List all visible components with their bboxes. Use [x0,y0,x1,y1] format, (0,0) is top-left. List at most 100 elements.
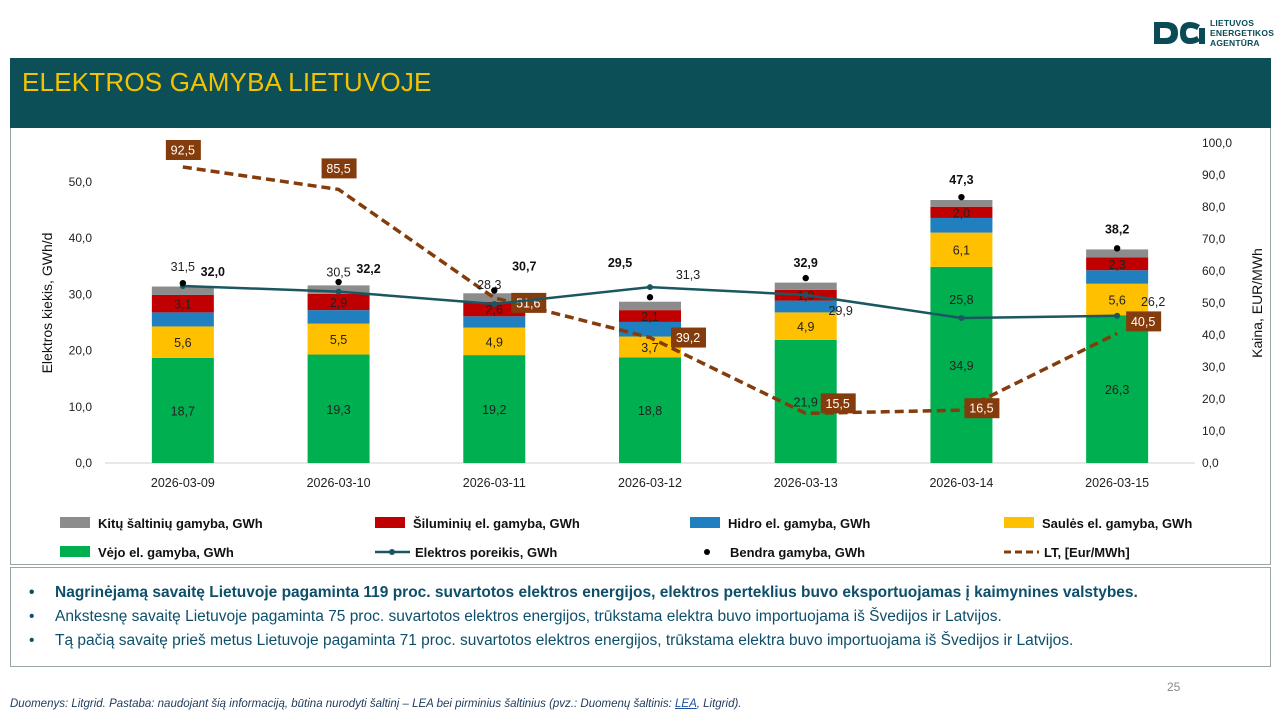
total-point [1113,245,1121,252]
bar-data-label: 6,1 [953,244,970,258]
bar-data-label: 4,9 [486,335,503,349]
bar-segment [1086,315,1149,463]
y-tick-label: 50,0 [69,175,93,189]
bar-data-label: 2,0 [953,206,970,220]
y2-tick-label: 60,0 [1202,264,1226,278]
bar-data-label: 19,3 [326,403,350,417]
y-tick-label: 30,0 [69,287,93,301]
footer-suffix: , Litgrid). [696,698,742,710]
y2-tick-label: 100,0 [1202,136,1232,150]
demand-point [802,291,809,298]
note-3-text: Tą pačią savaitę prieš metus Lietuvoje p… [55,632,1074,649]
note-2-text: Ankstesnę savaitę Lietuvoje pagaminta 75… [55,608,1002,625]
bullet-1: • [29,584,35,601]
bar-segment [774,300,837,313]
legend-swatch-marker [389,549,395,555]
bar-segment [1086,283,1149,316]
y2-tick-label: 70,0 [1202,232,1226,246]
price-label-box [511,292,547,313]
price-label-box [321,158,357,179]
y2-axis-title: Kaina, EUR/MWh [1249,248,1265,358]
bar-segment [307,354,370,463]
legend-swatch [60,546,90,557]
y-tick-label: 10,0 [69,400,93,414]
bar-data-label: 2,3 [1108,258,1125,272]
bar-data-label: 2,9 [330,296,347,310]
demand-data-label: 26,2 [1141,295,1165,309]
bar-segment [151,326,214,358]
bar-segment [307,310,370,324]
bar-data-label: 5,5 [330,333,347,347]
total-point [958,193,965,201]
logo-line-3: AGENTŪRA [1210,38,1260,48]
logo-line-2: ENERGETIKOS [1210,28,1275,38]
bar-segment [1086,257,1149,271]
y-tick-label: 0,0 [75,456,92,470]
bar-segment [774,282,837,290]
bar-segment [151,357,214,463]
x-tick-label: 2026-03-09 [151,476,215,490]
price-label-box [1126,311,1162,332]
y2-tick-label: 90,0 [1202,168,1226,182]
price-label-box [165,140,201,160]
legend-label: Kitų šaltinių gamyba, GWh [98,516,263,531]
price-data-label: 39,2 [676,331,700,345]
x-tick-label: 2026-03-12 [618,476,682,490]
demand-point [958,315,965,322]
bar-data-label: 19,2 [482,403,506,417]
legend-label: LT, [Eur/MWh] [1044,545,1130,560]
legend-label: Hidro el. gamyba, GWh [728,516,870,531]
demand-data-label: 31,5 [171,260,195,274]
legend-swatch [375,517,405,528]
legend-swatch [60,517,90,528]
legend-label: Šiluminių el. gamyba, GWh [413,516,580,531]
y2-tick-label: 50,0 [1202,296,1226,310]
bar-segment [930,217,993,233]
bar-segment [619,357,681,463]
total-point [646,294,654,301]
bar-segment [774,312,837,340]
footer-lea-link[interactable]: LEA [675,698,697,710]
bar-segment [619,336,681,358]
legend-swatch [1004,517,1034,528]
notes-box: • Nagrinėjamą savaitę Lietuvoje pagaminta… [10,567,1271,667]
title-band [10,58,1271,128]
legend-label: Elektros poreikis, GWh [415,545,557,560]
total-point [491,287,498,294]
legend-swatch [690,517,720,528]
production-chart: 0,0 10,0 20,0 30,0 40,0 50,0 0,0 10,0 20,0 30,0 40… [39,136,1265,560]
price-label-box [671,327,706,348]
note-1: • Nagrinėjamą savaitę Lietuvoje pagaminta… [29,584,1138,602]
note-3: • Tą pačią savaitę prieš metus Lietuvoje … [29,632,1073,650]
footer-source: Duomenys: Litgrid. Pastaba: naudojant ši… [10,698,742,710]
bar-data-label: 3,7 [641,341,658,355]
x-tick-label: 2026-03-14 [929,476,993,490]
total-point [802,274,809,282]
bar-segment [619,301,681,311]
x-tick-label: 2026-03-11 [463,476,526,490]
total-data-label: 32,0 [201,265,225,279]
x-tick-label: 2026-03-10 [307,476,371,490]
bullet-2: • [29,608,35,625]
bar-data-label: 2,6 [486,303,503,317]
total-data-label: 32,2 [356,262,380,276]
bar-data-label: 4,9 [797,320,814,334]
page-number: 25 [1167,680,1181,694]
price-label-box [964,398,1000,419]
y2-tick-label: 20,0 [1202,392,1226,406]
bar-segment [151,286,214,295]
bar-data-label: 3,1 [174,298,191,312]
demand-data-label: 30,5 [326,266,350,280]
total-data-label: 38,2 [1105,222,1129,236]
bar-segment [307,293,370,311]
footer-prefix: Duomenys: Litgrid. Pastaba: naudojant ši… [10,698,675,710]
bar-data-label: 34,9 [949,359,973,373]
bar-segment [463,293,526,302]
lea-logo-icon [1154,22,1205,44]
legend-label: Vėjo el. gamyba, GWh [98,545,234,560]
demand-point [491,300,498,307]
total-data-label: 29,5 [608,256,632,270]
legend-swatch [704,549,710,555]
bar-segment [463,316,526,328]
demand-data-label: 28,3 [477,278,501,292]
